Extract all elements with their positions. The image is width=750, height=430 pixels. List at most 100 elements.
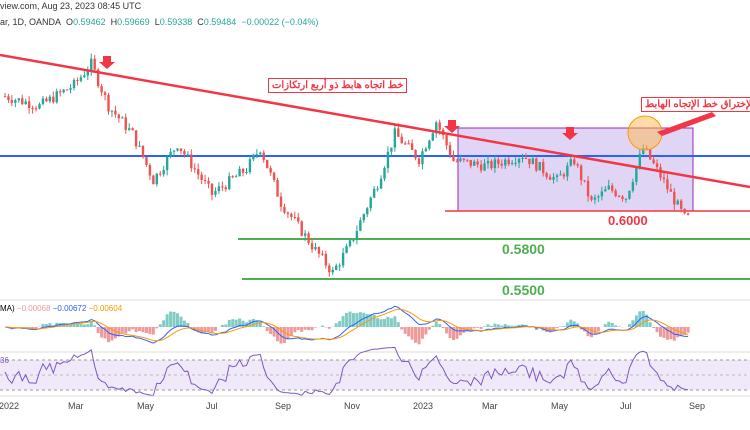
time-axis-tick: May	[551, 401, 569, 411]
macd-histogram-bar	[438, 324, 442, 327]
candle	[55, 91, 58, 103]
candle	[628, 190, 631, 199]
macd-histogram-bar	[483, 326, 487, 327]
candle	[362, 214, 365, 221]
macd-histogram-bar	[124, 327, 128, 334]
candle	[642, 147, 645, 154]
high-value: 0.59669	[117, 17, 150, 27]
macd-histogram-bar	[627, 324, 631, 327]
macd-histogram-bar	[683, 327, 687, 335]
candle	[655, 163, 659, 168]
candle	[203, 180, 207, 182]
macd-histogram-bar	[448, 327, 452, 339]
candle	[162, 170, 165, 175]
macd-histogram-bar	[665, 327, 669, 340]
candle	[521, 157, 524, 159]
candle	[583, 180, 586, 182]
candle	[476, 161, 479, 165]
macd-histogram-bar	[69, 324, 73, 327]
candle	[131, 128, 134, 131]
macd-histogram-bar	[269, 327, 273, 335]
candle	[562, 174, 566, 177]
time-axis-tick: Mar	[68, 401, 84, 411]
macd-histogram-bar	[407, 327, 411, 337]
candle	[590, 196, 593, 200]
macd-histogram-bar	[403, 327, 407, 334]
candle	[3, 96, 7, 98]
candle	[662, 177, 666, 180]
candle	[473, 161, 476, 166]
candle	[669, 189, 673, 192]
candle	[107, 94, 110, 112]
macd-histogram-bar	[465, 327, 469, 331]
candle	[310, 243, 314, 250]
macd-histogram-bar	[558, 326, 562, 327]
candle	[621, 196, 624, 200]
candle	[272, 172, 276, 180]
macd-histogram-bar	[517, 324, 521, 327]
candle	[452, 155, 455, 162]
candle	[72, 79, 76, 89]
candle	[483, 163, 486, 171]
pivot-arrows	[99, 56, 578, 140]
candle	[410, 143, 414, 150]
macd-value: −0.00672	[52, 304, 87, 313]
candle	[179, 148, 183, 152]
candle	[286, 212, 290, 214]
macd-histogram-bar	[393, 316, 397, 327]
macd-histogram-bar	[296, 327, 300, 330]
macd-histogram-bar	[307, 327, 311, 331]
candle	[542, 162, 545, 174]
candle	[38, 104, 41, 109]
macd-histogram-bar	[293, 327, 297, 333]
candle	[207, 180, 210, 184]
candle	[96, 69, 100, 87]
macd-histogram-bar	[434, 321, 438, 327]
time-axis-tick: Jul	[620, 401, 632, 411]
macd-histogram-bar	[282, 327, 286, 343]
candle	[490, 160, 493, 169]
candle	[197, 169, 200, 175]
candle	[141, 145, 145, 158]
ohlc-legend: ar, 1D, OANDA O0.59462 H0.59669 L0.59338…	[0, 17, 318, 27]
macd-histogram-bar	[641, 310, 645, 327]
candle	[372, 188, 376, 198]
candle	[617, 195, 621, 197]
candle	[431, 133, 434, 141]
macd-histogram-bar	[210, 327, 214, 334]
candle	[152, 175, 155, 185]
macd-histogram-bar	[386, 316, 390, 327]
rsi-legend: 36	[0, 356, 9, 365]
candle	[631, 181, 635, 191]
macd-histogram-bar	[617, 326, 621, 327]
candle	[269, 168, 272, 173]
signal-line	[4, 308, 689, 342]
candle	[76, 79, 79, 81]
macd-histogram-bar	[669, 327, 673, 340]
candle	[545, 173, 548, 177]
macd-histogram-bar	[79, 323, 83, 327]
candle	[548, 176, 552, 180]
macd-histogram-bar	[414, 327, 418, 343]
macd-histogram-bar	[320, 325, 324, 327]
macd-histogram-bar	[334, 323, 338, 327]
macd-histogram-bar	[327, 327, 331, 329]
candle	[217, 186, 221, 192]
candle	[138, 145, 141, 147]
candle	[514, 162, 517, 164]
macd-histogram-bar	[476, 327, 480, 328]
candle	[321, 253, 324, 255]
macd-histogram-bar	[131, 327, 135, 330]
macd-histogram-bar	[144, 327, 148, 333]
candle	[614, 190, 617, 196]
candle	[493, 159, 497, 169]
macd-pane	[4, 305, 690, 345]
candle	[417, 158, 421, 165]
macd-histogram-bar	[44, 324, 48, 327]
candle	[41, 98, 45, 105]
candle	[110, 110, 114, 112]
candle	[459, 158, 462, 162]
candle	[666, 179, 669, 190]
candle	[134, 130, 138, 147]
